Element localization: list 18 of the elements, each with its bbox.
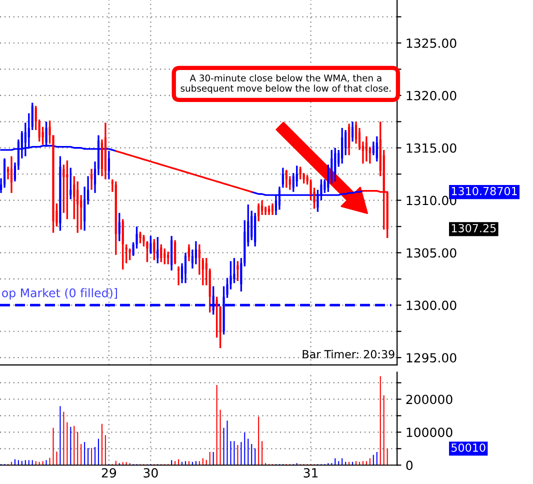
x-tick-label: 31 [304,468,318,478]
y-tick-label: 1295.00 [406,353,456,363]
text: 1307.25 [452,224,496,232]
annotation: A 30-minute close below the WMA, then a subsequent move below the low of that close. [180,74,391,94]
y-tick-label: 1325.00 [406,38,456,48]
y-tick-label: 1305.00 [406,248,456,258]
y-tick-label: 0 [406,460,413,470]
ref-line-label: op Market (0 filled)] [2,288,118,300]
text: 1310.78701 [452,186,517,196]
y-tick-label: 1315.00 [406,143,456,153]
y-tick-label: 200000 [406,394,452,404]
y-tick-label: 100000 [406,428,452,438]
y-tick-label: 1300.00 [406,300,456,310]
x-tick-label: 30 [144,468,158,478]
text: 50010 [452,443,486,452]
y-tick-label: 1320.00 [406,90,456,100]
x-tick-label: 29 [102,468,116,478]
annotation: Bar Timer: 20:39 [302,350,394,358]
